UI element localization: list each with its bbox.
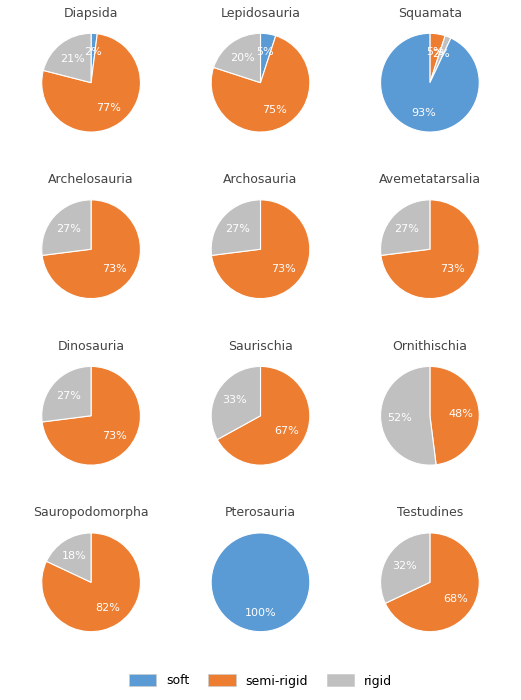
Text: 82%: 82% xyxy=(95,603,120,613)
Text: 27%: 27% xyxy=(394,224,419,234)
Title: Archosauria: Archosauria xyxy=(224,174,297,186)
Title: Squamata: Squamata xyxy=(398,7,462,20)
Text: 20%: 20% xyxy=(230,53,255,63)
Title: Archelosauria: Archelosauria xyxy=(48,174,134,186)
Wedge shape xyxy=(42,366,141,465)
Title: Dinosauria: Dinosauria xyxy=(57,340,125,353)
Wedge shape xyxy=(260,34,276,83)
Title: Testudines: Testudines xyxy=(397,507,463,519)
Text: 27%: 27% xyxy=(56,391,81,400)
Title: Saurischia: Saurischia xyxy=(228,340,293,353)
Wedge shape xyxy=(380,366,436,465)
Text: 2%: 2% xyxy=(432,49,450,60)
Wedge shape xyxy=(380,200,430,256)
Wedge shape xyxy=(42,200,141,299)
Text: 77%: 77% xyxy=(96,103,121,113)
Wedge shape xyxy=(42,200,91,256)
Wedge shape xyxy=(46,533,91,582)
Text: 32%: 32% xyxy=(392,561,416,571)
Wedge shape xyxy=(380,533,430,603)
Text: 27%: 27% xyxy=(56,224,81,234)
Text: 73%: 73% xyxy=(271,265,296,274)
Text: 93%: 93% xyxy=(411,108,436,118)
Wedge shape xyxy=(211,36,310,132)
Title: Pterosauria: Pterosauria xyxy=(225,507,296,519)
Title: Lepidosauria: Lepidosauria xyxy=(220,7,301,20)
Text: 27%: 27% xyxy=(225,224,250,234)
Title: Diapsida: Diapsida xyxy=(64,7,118,20)
Wedge shape xyxy=(43,34,91,83)
Wedge shape xyxy=(217,366,310,465)
Text: 18%: 18% xyxy=(63,552,87,561)
Wedge shape xyxy=(211,200,260,256)
Text: 67%: 67% xyxy=(275,426,299,436)
Text: 21%: 21% xyxy=(60,53,85,64)
Wedge shape xyxy=(212,200,310,299)
Title: Avemetatarsalia: Avemetatarsalia xyxy=(379,174,481,186)
Wedge shape xyxy=(42,34,141,132)
Text: 33%: 33% xyxy=(222,395,246,405)
Text: 68%: 68% xyxy=(443,594,468,603)
Wedge shape xyxy=(211,366,260,440)
Text: 52%: 52% xyxy=(387,413,412,423)
Wedge shape xyxy=(430,36,451,83)
Title: Sauropodomorpha: Sauropodomorpha xyxy=(33,507,149,519)
Wedge shape xyxy=(430,366,479,465)
Wedge shape xyxy=(211,533,310,631)
Wedge shape xyxy=(42,533,141,631)
Wedge shape xyxy=(91,34,97,83)
Text: 73%: 73% xyxy=(102,265,127,274)
Wedge shape xyxy=(42,366,91,422)
Text: 2%: 2% xyxy=(84,47,102,57)
Title: Ornithischia: Ornithischia xyxy=(392,340,467,353)
Text: 100%: 100% xyxy=(245,608,276,618)
Text: 73%: 73% xyxy=(102,431,127,441)
Wedge shape xyxy=(381,200,479,299)
Text: 5%: 5% xyxy=(256,48,274,57)
Wedge shape xyxy=(430,34,445,83)
Text: 73%: 73% xyxy=(440,265,465,274)
Text: 5%: 5% xyxy=(426,48,443,57)
Wedge shape xyxy=(214,34,260,83)
Wedge shape xyxy=(380,34,479,132)
Text: 75%: 75% xyxy=(262,105,287,115)
Text: 48%: 48% xyxy=(448,409,473,419)
Wedge shape xyxy=(385,533,479,631)
Legend: soft, semi-rigid, rigid: soft, semi-rigid, rigid xyxy=(122,668,399,694)
